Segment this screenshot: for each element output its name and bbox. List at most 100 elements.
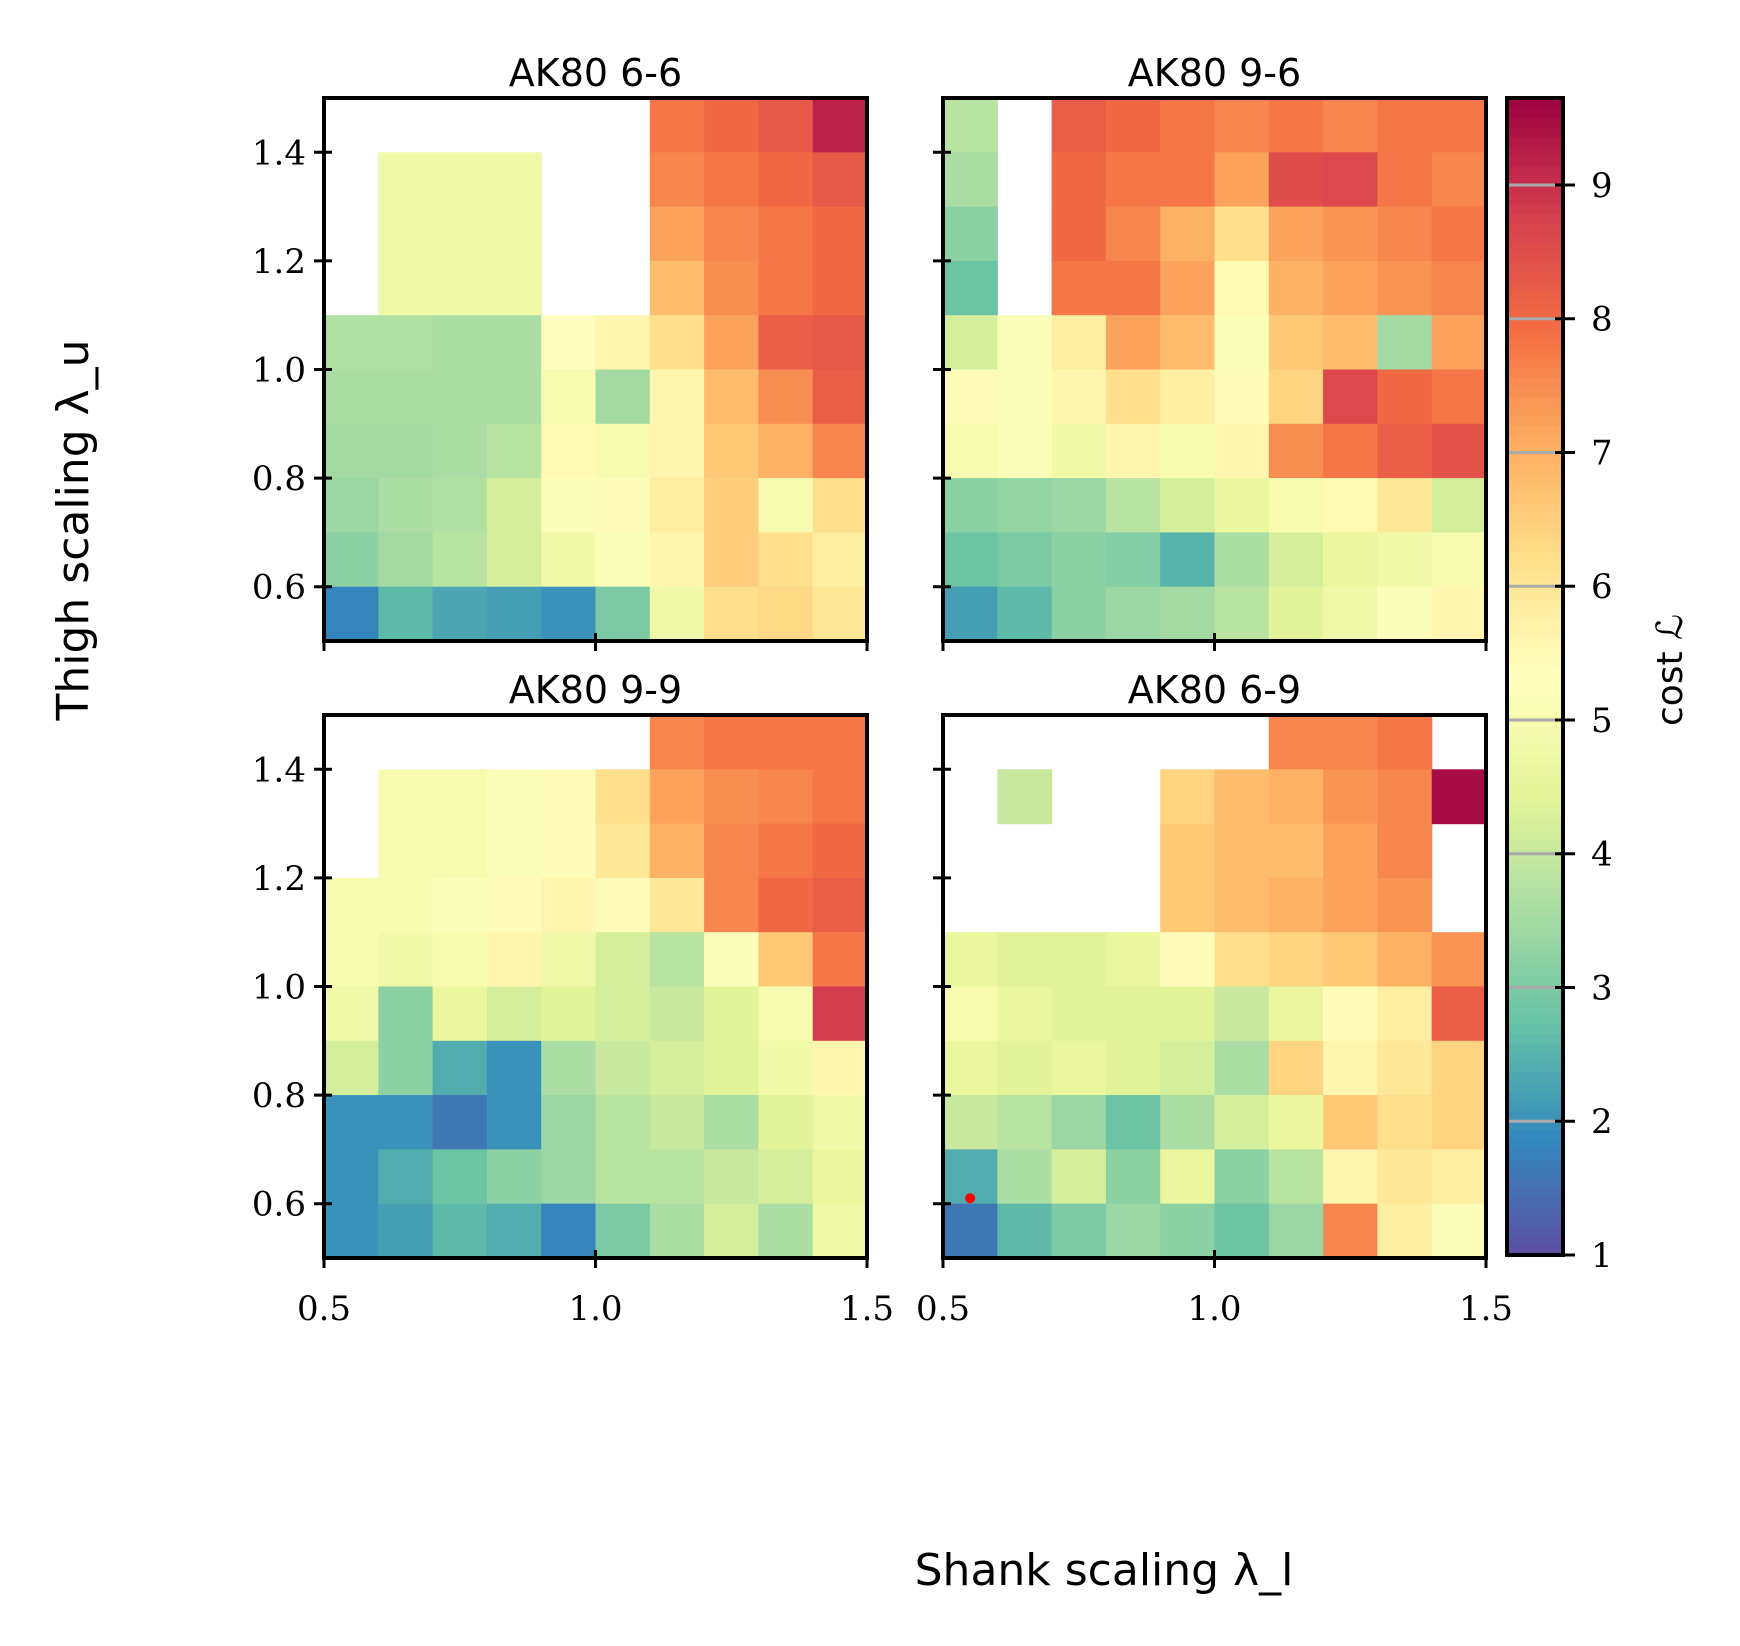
heatmap-cell xyxy=(1214,586,1270,642)
x-tick-label: 1.0 xyxy=(1187,1289,1241,1329)
colorbar-segment xyxy=(1507,743,1563,755)
heatmap-cell xyxy=(324,532,379,588)
heatmap-cell xyxy=(758,1203,814,1259)
optimum-marker xyxy=(965,1193,976,1204)
heatmap-cell xyxy=(378,1095,434,1150)
heatmap-cell xyxy=(1323,986,1378,1042)
heatmap-cell xyxy=(704,932,759,988)
heatmap-cell xyxy=(1214,823,1270,879)
colorbar-segment xyxy=(1507,609,1563,620)
colorbar-segment xyxy=(1507,840,1563,851)
y-tick-label: 0.8 xyxy=(252,459,306,499)
heatmap-cell xyxy=(324,1040,379,1096)
heatmap-cell xyxy=(378,586,434,642)
heatmap-cell xyxy=(432,532,488,588)
heatmap-cell xyxy=(997,769,1053,825)
heatmap-cell xyxy=(1377,532,1433,588)
colorbar-segment xyxy=(1507,985,1563,996)
colorbar-segment xyxy=(1507,888,1563,899)
heatmap-cell xyxy=(997,932,1053,988)
heatmap-cell xyxy=(541,986,597,1042)
heatmap-cell xyxy=(812,206,868,262)
heatmap-cell xyxy=(1268,1095,1324,1150)
heatmap-cell xyxy=(1323,532,1378,588)
heatmap-cell xyxy=(649,532,705,588)
heatmap-cell xyxy=(649,986,705,1042)
heatmap-cell xyxy=(1268,932,1324,988)
colorbar-segment xyxy=(1507,474,1563,485)
colorbar-segment xyxy=(1507,261,1563,273)
colorbar-segment xyxy=(1507,724,1563,735)
heatmap-cell xyxy=(432,260,488,316)
heatmap-cell xyxy=(1214,1203,1270,1259)
colorbar-segment xyxy=(1507,821,1563,832)
heatmap-cell xyxy=(1051,152,1107,208)
heatmap-cell xyxy=(324,1203,379,1259)
colorbar-segment xyxy=(1507,319,1563,330)
heatmap-cell xyxy=(1323,932,1378,988)
heatmap-cell xyxy=(486,769,542,825)
colorbar-segment xyxy=(1507,464,1563,475)
heatmap-cell xyxy=(704,877,759,933)
colorbar-segment xyxy=(1507,329,1563,340)
heatmap-cell xyxy=(1214,1095,1270,1150)
colorbar-segment xyxy=(1507,618,1563,629)
heatmap-cell xyxy=(1051,98,1107,153)
heatmap-cell xyxy=(1214,1149,1270,1205)
heatmap-cell xyxy=(1051,1040,1107,1096)
heatmap-cell xyxy=(378,1203,434,1259)
heatmap-cell xyxy=(1268,715,1324,770)
heatmap-cell xyxy=(649,206,705,262)
heatmap-cell xyxy=(595,932,651,988)
heatmap-cell xyxy=(1431,1040,1487,1096)
heatmap-cell xyxy=(812,315,868,371)
heatmap-cell xyxy=(378,206,434,262)
heatmap-cell xyxy=(1377,823,1433,879)
heatmap-cell xyxy=(1431,932,1487,988)
heatmap-cell xyxy=(1377,1203,1433,1259)
heatmap-cell xyxy=(486,260,542,316)
heatmap-cell xyxy=(378,1149,434,1205)
heatmap-cell xyxy=(758,586,814,642)
heatmap-cell xyxy=(1377,715,1433,770)
heatmap-cell xyxy=(704,769,759,825)
heatmap-cell xyxy=(1160,1095,1216,1150)
colorbar-segment xyxy=(1507,869,1563,880)
heatmap-cell xyxy=(997,315,1053,371)
colorbar-segment xyxy=(1507,493,1563,504)
heatmap-cell xyxy=(378,260,434,316)
colorbar: 1 2 3 4 5 6 7 8 9 xyxy=(1505,96,1613,1276)
heatmap-cell xyxy=(1105,206,1161,262)
colorbar-segment xyxy=(1507,136,1563,147)
colorbar-tick-label: 5 xyxy=(1591,701,1613,741)
colorbar-segment xyxy=(1507,686,1563,697)
heatmap-cell xyxy=(486,1149,542,1205)
heatmap-cell xyxy=(1268,586,1324,642)
heatmap-cell xyxy=(378,1040,434,1096)
heatmap-cell xyxy=(1214,769,1270,825)
heatmap-cell xyxy=(1105,478,1161,533)
heatmap-cell xyxy=(1214,1040,1270,1096)
heatmap-cell xyxy=(1377,1040,1433,1096)
heatmap-cell xyxy=(1160,98,1216,153)
colorbar-segment xyxy=(1507,126,1563,138)
colorbar-segment xyxy=(1507,551,1563,562)
heatmap-cell xyxy=(1431,478,1487,533)
heatmap-cell xyxy=(812,823,868,879)
heatmap-cell xyxy=(704,1040,759,1096)
heatmap-cell xyxy=(704,1149,759,1205)
heatmap-cell xyxy=(1051,369,1107,425)
colorbar-segment xyxy=(1507,194,1563,205)
heatmap-cell xyxy=(649,1149,705,1205)
heatmap-cell xyxy=(595,423,651,479)
heatmap-cell xyxy=(541,586,597,642)
heatmap-cell xyxy=(1323,369,1378,425)
heatmap-cell xyxy=(704,260,759,316)
y-tick-label: 1.0 xyxy=(252,351,306,391)
heatmap-cell xyxy=(595,1203,651,1259)
heatmap-cell xyxy=(1214,478,1270,533)
heatmap-cell xyxy=(432,369,488,425)
heatmap-cell xyxy=(595,769,651,825)
colorbar-segment xyxy=(1507,1120,1563,1131)
heatmap-cell xyxy=(812,715,868,770)
